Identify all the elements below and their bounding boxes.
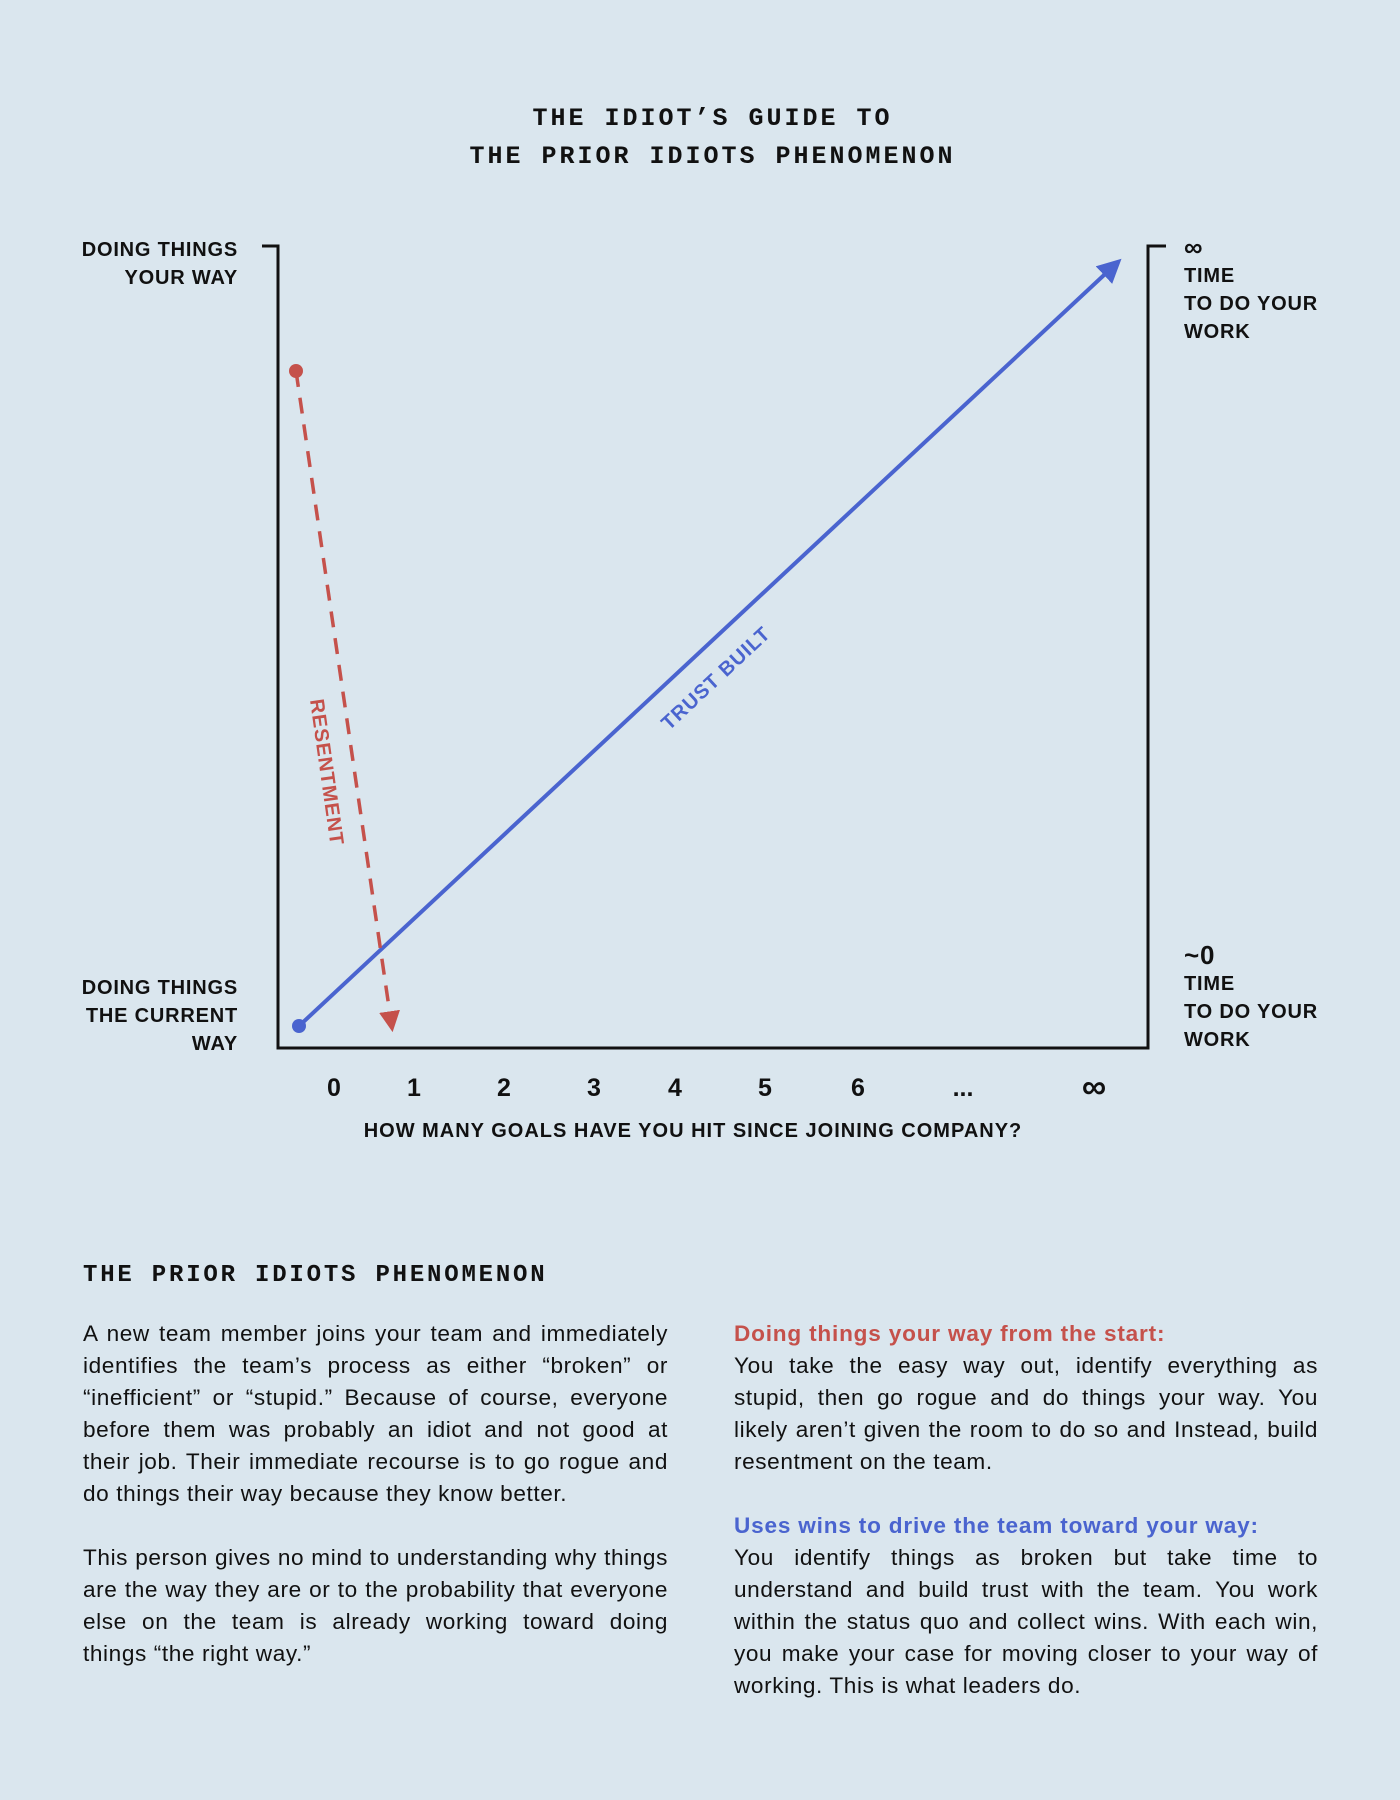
- x-axis-title: HOW MANY GOALS HAVE YOU HIT SINCE JOININ…: [363, 1120, 1023, 1142]
- right-block-1: Doing things your way from the start: Yo…: [734, 1318, 1318, 1478]
- x-tick-label: ...: [953, 1074, 974, 1102]
- infinity-symbol: ∞: [1184, 232, 1204, 262]
- diagram: RESENTMENT TRUST BUILT 0 1 2 3 4 5 6... ∞: [262, 244, 1166, 1106]
- x-tick-label: 0: [327, 1074, 341, 1102]
- left-bottom-line-3: WAY: [191, 1033, 238, 1055]
- x-tick-label: 4: [668, 1074, 682, 1102]
- resentment-start-point: [289, 364, 303, 378]
- left-axis-top-label: DOING THINGS YOUR WAY: [82, 236, 238, 292]
- trust-built-label: TRUST BUILT: [657, 623, 775, 735]
- left-paragraph-2: This person gives no mind to understandi…: [83, 1545, 668, 1666]
- right-bottom-line-3: WORK: [1184, 1029, 1251, 1051]
- right-axis-bottom-label: ~0 TIME TO DO YOUR WORK: [1184, 940, 1318, 1054]
- x-tick-label: 6: [851, 1074, 865, 1102]
- title-line-1: THE IDIOT’S GUIDE TO: [532, 104, 893, 133]
- resentment-label: RESENTMENT: [305, 698, 347, 847]
- left-bottom-line-1: DOING THINGS: [81, 977, 238, 999]
- left-axis-bracket: [262, 244, 1166, 1050]
- right-column: Doing things your way from the start: Yo…: [734, 1318, 1318, 1734]
- section-heading: THE PRIOR IDIOTS PHENOMENON: [83, 1262, 548, 1289]
- left-top-line-1: DOING THINGS: [81, 239, 238, 261]
- trust-start-point: [292, 1019, 306, 1033]
- x-tick-label: 5: [758, 1074, 772, 1102]
- right-block-2-body: You identify things as broken but take t…: [734, 1545, 1318, 1698]
- right-block-2: Uses wins to drive the team toward your …: [734, 1510, 1318, 1702]
- right-axis-top-label: ∞ TIME TO DO YOUR WORK: [1184, 232, 1318, 346]
- resentment-line: [294, 370, 400, 1033]
- x-axis-ticks: 0 1 2 3 4 5 6... ∞: [327, 1068, 1106, 1106]
- page-title: THE IDIOT’S GUIDE TO THE PRIOR IDIOTS PH…: [0, 100, 1400, 176]
- approx-zero-symbol: ~0: [1184, 940, 1216, 970]
- right-top-line-2: TO DO YOUR: [1184, 293, 1318, 315]
- right-top-line-1: TIME: [1184, 265, 1235, 287]
- right-block-1-body: You take the easy way out, identify ever…: [734, 1353, 1318, 1474]
- right-bottom-line-1: TIME: [1184, 973, 1235, 995]
- right-block-1-lead: Doing things your way from the start:: [734, 1321, 1166, 1346]
- x-tick-label: 3: [587, 1074, 601, 1102]
- x-tick-label: 2: [497, 1074, 511, 1102]
- trust-built-line: [297, 258, 1122, 1028]
- x-tick-label: 1: [407, 1074, 421, 1102]
- left-axis-bottom-label: DOING THINGS THE CURRENT WAY: [82, 974, 238, 1058]
- right-block-2-lead: Uses wins to drive the team toward your …: [734, 1513, 1259, 1538]
- right-bottom-line-2: TO DO YOUR: [1184, 1001, 1318, 1023]
- left-top-line-2: YOUR WAY: [124, 267, 238, 289]
- title-line-2: THE PRIOR IDIOTS PHENOMENON: [469, 142, 956, 171]
- left-column: A new team member joins your team and im…: [83, 1318, 668, 1702]
- x-tick-label: ∞: [1082, 1068, 1106, 1106]
- right-top-line-3: WORK: [1184, 321, 1251, 343]
- left-bottom-line-2: THE CURRENT: [85, 1005, 238, 1027]
- left-paragraph-1: A new team member joins your team and im…: [83, 1321, 668, 1506]
